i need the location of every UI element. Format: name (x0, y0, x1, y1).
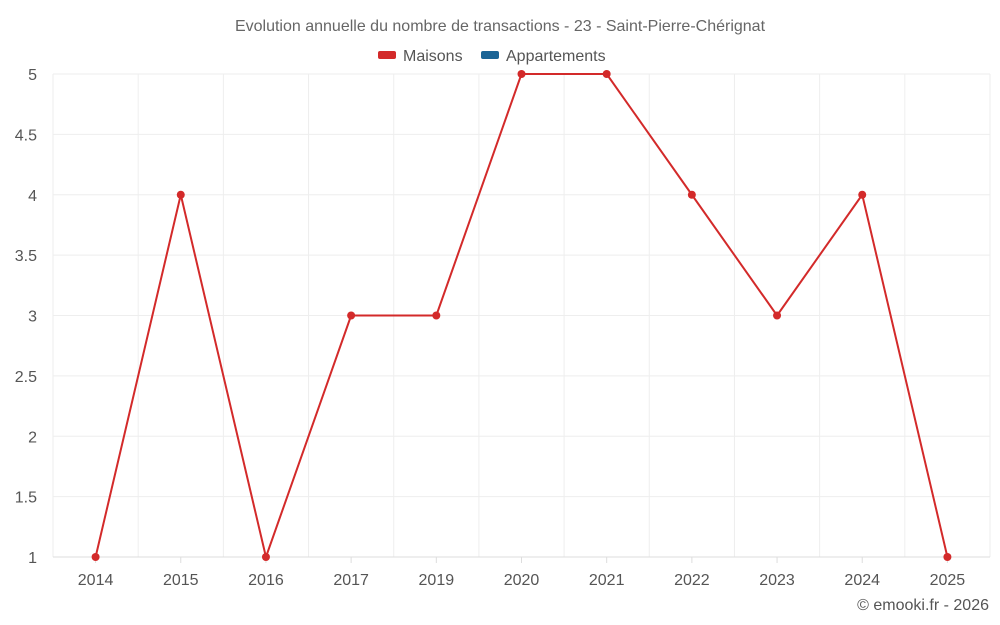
series (91, 70, 952, 561)
data-point-maisons[interactable] (943, 553, 952, 561)
legend-item-maisons[interactable]: Maisons (378, 48, 463, 65)
legend-swatch-maisons (378, 51, 396, 59)
x-tick-label: 2017 (333, 572, 369, 589)
legend-label-appartements: Appartements (506, 48, 606, 65)
x-tick-label: 2020 (504, 572, 540, 589)
legend: Maisons Appartements (378, 48, 606, 65)
x-tick-label: 2016 (248, 572, 284, 589)
y-tick-label: 1 (28, 550, 37, 567)
legend-label-maisons: Maisons (403, 48, 463, 65)
x-tick-label: 2025 (930, 572, 966, 589)
y-tick-label: 4 (28, 188, 37, 205)
y-tick-label: 3 (28, 309, 37, 326)
data-point-maisons[interactable] (773, 311, 782, 320)
y-tick-label: 1.5 (15, 490, 37, 507)
data-point-maisons[interactable] (261, 553, 270, 561)
data-point-maisons[interactable] (347, 311, 356, 320)
data-point-maisons[interactable] (858, 190, 867, 199)
y-tick-label: 5 (28, 67, 37, 84)
data-point-maisons[interactable] (176, 190, 185, 199)
x-tick-label: 2019 (419, 572, 455, 589)
y-tick-label: 3.5 (15, 248, 37, 265)
legend-swatch-appartements (481, 51, 499, 59)
y-tick-label: 2.5 (15, 369, 37, 386)
y-tick-label: 2 (28, 429, 37, 446)
y-tick-label: 4.5 (15, 127, 37, 144)
x-tick-label: 2015 (163, 572, 199, 589)
credit-text: © emooki.fr - 2026 (857, 597, 989, 614)
grid (52, 73, 991, 558)
legend-item-appartements[interactable]: Appartements (481, 48, 606, 65)
x-tick-label: 2014 (78, 572, 114, 589)
axes: 1 1.5 2 2.5 3 3.5 4 4.5 5 2014 2015 2016 2017 2019 202… (15, 67, 990, 589)
data-point-maisons[interactable] (432, 311, 441, 320)
data-point-maisons[interactable] (602, 70, 611, 78)
x-tick-label: 2021 (589, 572, 625, 589)
x-tick-label: 2024 (844, 572, 880, 589)
data-point-maisons[interactable] (687, 190, 696, 199)
x-tick-label: 2022 (674, 572, 710, 589)
chart-title: Evolution annuelle du nombre de transact… (235, 18, 766, 35)
x-tick-label: 2023 (759, 572, 795, 589)
data-point-maisons[interactable] (517, 70, 526, 78)
data-point-maisons[interactable] (91, 553, 100, 561)
